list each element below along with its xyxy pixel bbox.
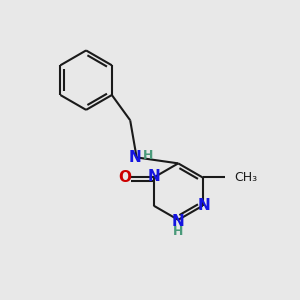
Text: N: N xyxy=(172,214,184,229)
Text: H: H xyxy=(143,149,153,162)
Text: N: N xyxy=(147,169,160,184)
Text: N: N xyxy=(198,198,211,213)
Text: H: H xyxy=(173,225,183,238)
Text: N: N xyxy=(129,150,142,165)
Text: CH₃: CH₃ xyxy=(235,171,258,184)
Text: O: O xyxy=(118,170,131,185)
